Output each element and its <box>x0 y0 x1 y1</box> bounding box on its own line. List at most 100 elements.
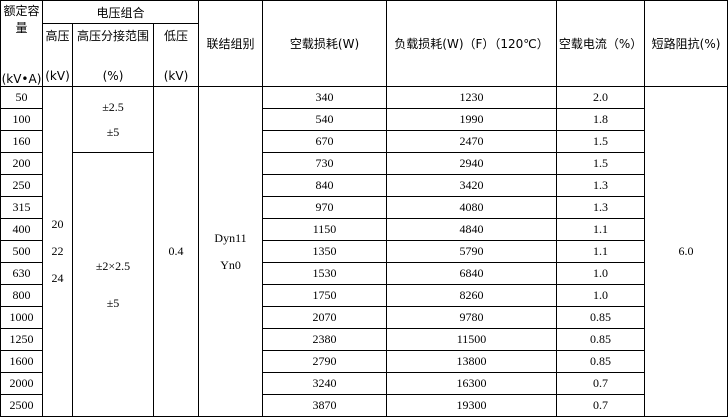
no-load-current-cell: 0.85 <box>556 350 646 373</box>
table-header: 额定容量 (kV•A) 电压组合 联结组别 空载损耗(W) 负载损耗(W)（F）（… <box>0 0 728 87</box>
load-loss-cell: 5790 <box>386 240 558 263</box>
table-row: 1250 2380 11500 0.85 <box>0 328 728 351</box>
load-loss-cell: 6840 <box>386 262 558 285</box>
no-load-current-cell: 1.3 <box>556 174 646 197</box>
header-unit: (%) <box>102 69 124 83</box>
no-load-current-cell: 1.0 <box>556 262 646 285</box>
no-load-loss-cell: 2070 <box>262 306 388 329</box>
load-loss-cell: 4840 <box>386 218 558 241</box>
capacity-cell: 400 <box>0 218 43 241</box>
load-loss-cell: 2470 <box>386 130 558 153</box>
no-load-current-cell: 1.5 <box>556 152 646 175</box>
load-loss-cell: 4080 <box>386 196 558 219</box>
cell-stack: ±2×2.5 ±5 <box>74 258 153 311</box>
connection-cell: Dyn11 Yn0 <box>198 86 264 417</box>
table-row: 200 ±2×2.5 ±5 730 2940 1.5 <box>0 152 728 417</box>
load-loss-cell: 11500 <box>386 328 558 351</box>
no-load-current-cell: 1.1 <box>556 240 646 263</box>
no-load-current-cell: 0.7 <box>556 372 646 395</box>
no-load-loss-header: 空载损耗(W) <box>262 0 388 87</box>
no-load-loss-cell: 2380 <box>262 328 388 351</box>
capacity-cell: 800 <box>0 284 43 307</box>
load-loss-cell: 1990 <box>386 108 558 131</box>
tap-cell-line: ±2×2.5 <box>95 258 131 273</box>
tap-cell-line: ±5 <box>106 295 120 310</box>
capacity-header: 额定容量 (kV•A) <box>0 0 43 87</box>
no-load-loss-cell: 540 <box>262 108 388 131</box>
table-body: 50 20 22 24 ±2.5 ±5 0.4 Dyn11 Yn0 340 1230 2.0 6.0 10… <box>0 86 728 417</box>
load-loss-cell: 19300 <box>386 394 558 417</box>
table-row: 2500 3870 19300 0.7 <box>0 394 728 417</box>
header-unit: (kV) <box>163 69 189 83</box>
capacity-cell: 100 <box>0 108 43 131</box>
load-loss-cell: 16300 <box>386 372 558 395</box>
table-row: 630 1530 6840 1.0 <box>0 262 728 285</box>
no-load-current-header: 空载电流（%） <box>556 0 646 87</box>
no-load-current-cell: 1.0 <box>556 284 646 307</box>
capacity-cell: 50 <box>0 86 43 109</box>
capacity-cell: 160 <box>0 130 43 153</box>
connection-header: 联结组别 <box>198 0 264 87</box>
table-row: 500 1350 5790 1.1 <box>0 240 728 263</box>
load-loss-cell: 9780 <box>386 306 558 329</box>
no-load-loss-cell: 340 <box>262 86 388 109</box>
capacity-cell: 1250 <box>0 328 43 351</box>
tap-header: 高压分接范围 (%) <box>72 23 154 87</box>
capacity-cell: 250 <box>0 174 43 197</box>
tap-cell: ±2×2.5 ±5 <box>72 152 154 417</box>
impedance-header: 短路阻抗(%) <box>644 0 728 87</box>
no-load-loss-cell: 1150 <box>262 218 388 241</box>
table-row: 250 840 3420 1.3 <box>0 174 728 197</box>
hv-cell-line: 24 <box>51 271 64 285</box>
hv-cell-line: 20 <box>51 217 64 231</box>
cell-stack: 20 22 24 <box>44 217 72 286</box>
load-loss-cell: 13800 <box>386 350 558 373</box>
tap-cell: ±2.5 ±5 <box>72 86 154 153</box>
load-loss-header: 负载损耗(W)（F）（120℃） <box>386 0 558 87</box>
header-text: 高压 <box>45 29 70 43</box>
no-load-loss-cell: 730 <box>262 152 388 175</box>
cell-stack: ±2.5 ±5 <box>74 99 153 140</box>
no-load-current-cell: 0.85 <box>556 306 646 329</box>
no-load-current-cell: 0.85 <box>556 328 646 351</box>
header-text: 低压 <box>164 29 189 43</box>
lv-cell: 0.4 <box>152 86 200 417</box>
no-load-loss-cell: 970 <box>262 196 388 219</box>
no-load-loss-cell: 1350 <box>262 240 388 263</box>
hv-cell-line: 22 <box>51 244 64 258</box>
no-load-loss-cell: 1750 <box>262 284 388 307</box>
no-load-current-cell: 0.7 <box>556 394 646 417</box>
lv-header: 低压 (kV) <box>152 23 200 87</box>
capacity-cell: 2500 <box>0 394 43 417</box>
no-load-current-cell: 1.1 <box>556 218 646 241</box>
load-loss-cell: 8260 <box>386 284 558 307</box>
load-loss-cell: 1230 <box>386 86 558 109</box>
load-loss-cell: 2940 <box>386 152 558 175</box>
capacity-cell: 1000 <box>0 306 43 329</box>
table-row: 315 970 4080 1.3 <box>0 196 728 219</box>
capacity-cell: 2000 <box>0 372 43 395</box>
capacity-cell: 200 <box>0 152 43 175</box>
table-row: 50 20 22 24 ±2.5 ±5 0.4 Dyn11 Yn0 340 1230 2.0 6.0 <box>0 86 728 417</box>
hv-header: 高压 (kV) <box>42 23 73 87</box>
no-load-loss-cell: 3870 <box>262 394 388 417</box>
header-unit: (kV•A) <box>1 71 42 86</box>
connection-cell-line: Dyn11 <box>214 230 247 245</box>
no-load-loss-cell: 3240 <box>262 372 388 395</box>
no-load-current-cell: 1.3 <box>556 196 646 219</box>
table-row: 1000 2070 9780 0.85 <box>0 306 728 329</box>
capacity-cell: 315 <box>0 196 43 219</box>
voltage-group-header: 电压组合 <box>41 0 200 24</box>
connection-cell-line: Yn0 <box>220 257 241 272</box>
capacity-cell: 630 <box>0 262 43 285</box>
header-unit: (kV) <box>45 69 70 83</box>
tap-cell-line: ±2.5 <box>102 99 124 114</box>
hv-cell: 20 22 24 <box>42 86 73 417</box>
impedance-cell: 6.0 <box>644 86 728 417</box>
load-loss-cell: 3420 <box>386 174 558 197</box>
capacity-cell: 500 <box>0 240 43 263</box>
no-load-loss-cell: 2790 <box>262 350 388 373</box>
table-row: 400 1150 4840 1.1 <box>0 218 728 241</box>
